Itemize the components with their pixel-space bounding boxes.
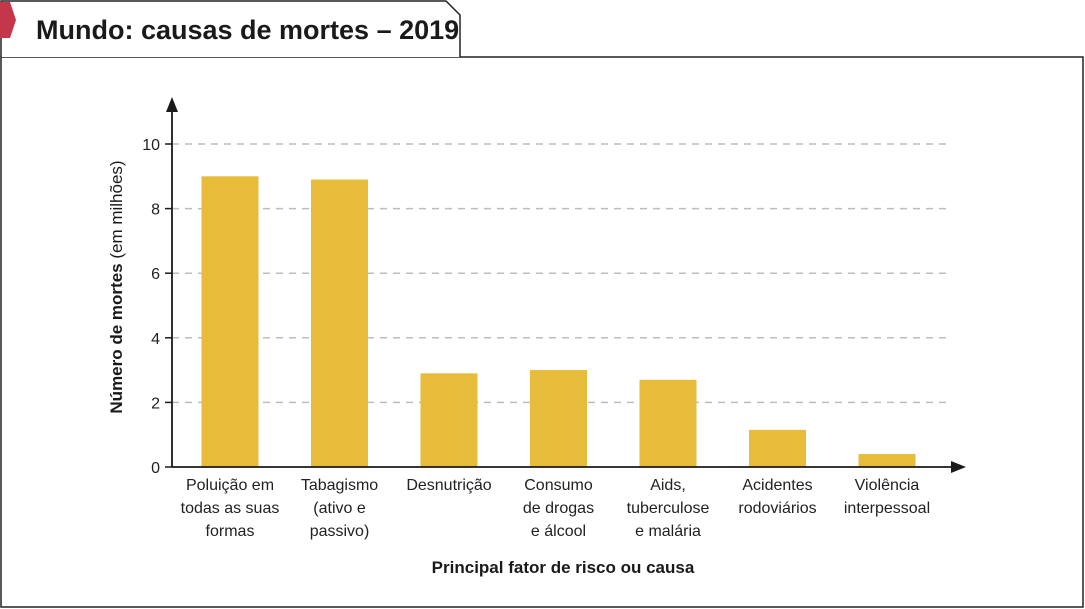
x-category-label-line: Consumo [524,477,593,494]
x-category-label: Aids, tuberculose e malária [627,477,710,540]
chart-border [0,56,1084,608]
y-axis-arrow [166,97,178,112]
x-category-label: Poluição em todas as suas formas [181,477,280,540]
axes-layer [166,97,966,473]
y-tick-label: 10 [142,137,160,154]
x-category-label-line: Aids, [650,477,686,494]
bar [201,176,259,468]
x-category-label-line: interpessoal [844,500,930,517]
x-category-label: Violência interpessoal [844,477,930,517]
bar [530,370,587,467]
bar [311,179,368,467]
x-category-label: Consumo de drogas e álcool [523,477,594,540]
y-axis-title-bold: Número de mortes [107,263,126,413]
y-tick-label: 8 [151,202,160,219]
bar [639,379,697,467]
x-category-label-line: Poluição em [186,477,274,494]
y-tick-label: 2 [151,395,160,412]
y-tick-label: 4 [151,331,160,348]
category-labels: Poluição em todas as suas formas Tabagismo (… [181,477,931,540]
x-category-label-line: Acidentes [742,477,812,494]
x-category-label: Tabagismo (ativo e passivo) [301,477,378,540]
x-category-label-line: Violência [855,477,920,494]
bar [858,454,916,467]
x-category-label: Acidentes rodoviários [738,477,816,517]
bars-layer [201,176,916,468]
x-category-label-line: tuberculose [627,500,710,517]
x-category-label-line: e álcool [531,523,586,540]
x-category-label-line: formas [206,523,255,540]
x-category-label-line: rodoviários [738,500,816,517]
y-axis-title-unit: (em milhões) [107,160,126,258]
y-tick-label: 6 [151,266,160,283]
x-category-label-line: de drogas [523,500,594,517]
accent-marker [0,2,16,38]
bar [420,373,478,467]
x-category-label-line: Desnutrição [406,477,491,494]
y-axis-title: Número de mortes (em milhões) [107,160,126,413]
ticks-layer: 0 2 4 6 8 10 [142,137,172,477]
x-category-label-line: e malária [635,523,701,540]
x-category-label: Desnutrição [406,477,491,494]
x-axis-arrow [951,461,966,473]
x-category-label-line: passivo) [310,523,370,540]
y-tick-label: 0 [151,460,160,477]
x-category-label-line: (ativo e [313,500,366,517]
bar [749,429,806,467]
x-category-label-line: todas as suas [181,500,280,517]
x-category-label-line: Tabagismo [301,477,378,494]
x-axis-title: Principal fator de risco ou causa [432,558,695,577]
chart-title: Mundo: causas de mortes – 2019 [36,15,459,45]
